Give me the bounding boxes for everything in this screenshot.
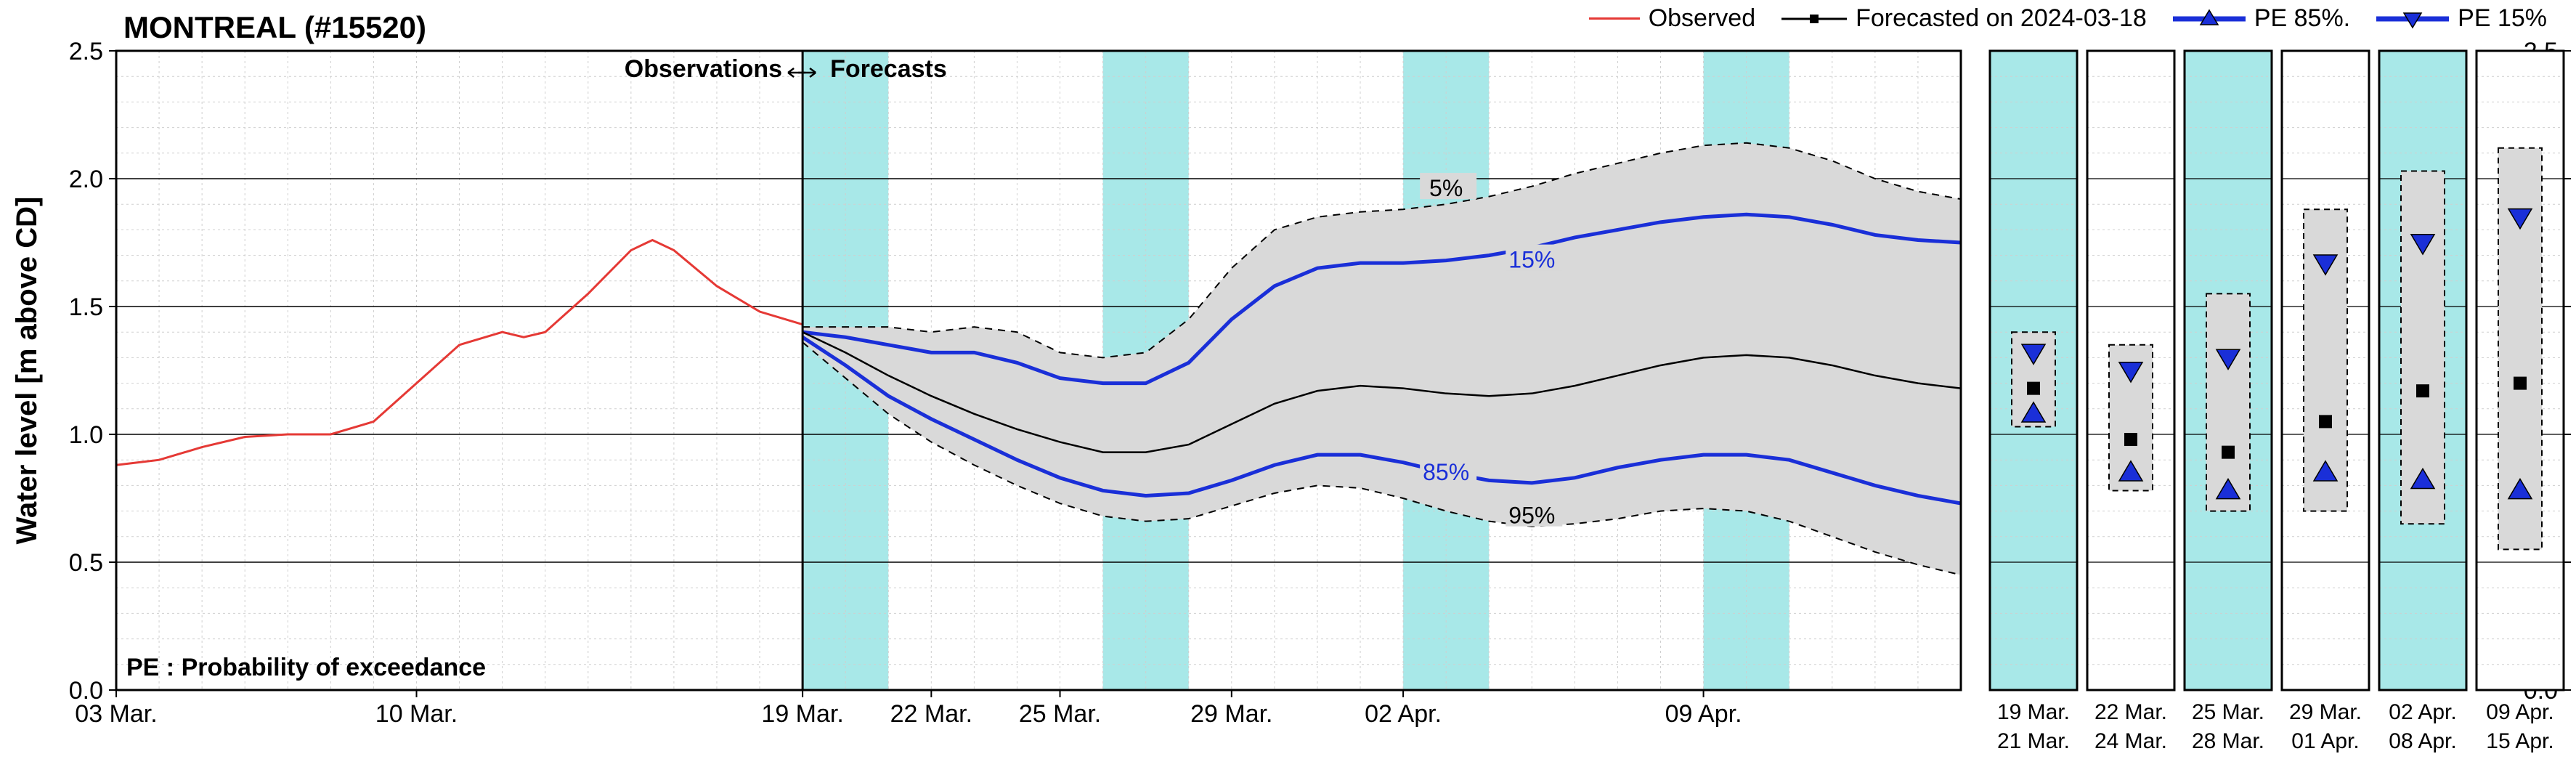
svg-text:29 Mar.: 29 Mar. [2289,700,2362,724]
svg-text:Forecasts: Forecasts [830,55,947,83]
svg-text:19 Mar.: 19 Mar. [1997,700,2070,724]
svg-text:09 Apr.: 09 Apr. [2486,700,2553,724]
svg-text:0.5: 0.5 [69,549,103,577]
svg-text:19 Mar.: 19 Mar. [761,700,843,728]
svg-text:2.5: 2.5 [69,38,103,65]
svg-text:Observations: Observations [625,55,782,83]
svg-text:2.0: 2.0 [69,166,103,193]
svg-text:25 Mar.: 25 Mar. [1019,700,1101,728]
svg-text:1.0: 1.0 [69,421,103,449]
svg-text:5%: 5% [1429,175,1463,201]
svg-text:03 Mar.: 03 Mar. [75,700,157,728]
svg-text:01 Apr.: 01 Apr. [2291,729,2359,753]
legend-forecasted: Forecasted on 2024-03-18 [1781,4,2147,33]
svg-text:25 Mar.: 25 Mar. [2192,700,2264,724]
svg-text:29 Mar.: 29 Mar. [1190,700,1272,728]
legend-pe15-label: PE 15% [2458,4,2547,33]
svg-text:MONTREAL (#15520): MONTREAL (#15520) [123,10,426,44]
legend-forecasted-label: Forecasted on 2024-03-18 [1856,4,2147,33]
legend-pe85: PE 85%. [2173,4,2350,33]
svg-text:15%: 15% [1508,247,1555,273]
svg-text:Water level [m above CD]: Water level [m above CD] [11,197,43,545]
svg-text:02 Apr.: 02 Apr. [2389,700,2456,724]
svg-text:22 Mar.: 22 Mar. [890,700,972,728]
svg-text:15 Apr.: 15 Apr. [2486,729,2553,753]
chart-svg: 5%15%85%95%0.00.51.01.52.02.50.00.51.01.… [0,0,2576,783]
svg-text:22 Mar.: 22 Mar. [2094,700,2167,724]
svg-text:21 Mar.: 21 Mar. [1997,729,2070,753]
svg-text:24 Mar.: 24 Mar. [2094,729,2167,753]
svg-text:1.5: 1.5 [69,293,103,321]
legend-observed-label: Observed [1649,4,1755,33]
svg-text:PE : Probability of exceedance: PE : Probability of exceedance [126,654,486,681]
svg-text:85%: 85% [1423,459,1469,485]
legend-observed: Observed [1589,4,1755,33]
svg-text:10 Mar.: 10 Mar. [375,700,458,728]
svg-text:95%: 95% [1508,503,1555,529]
legend-pe15: PE 15% [2376,4,2547,33]
legend-pe85-label: PE 85%. [2254,4,2350,33]
svg-text:08 Apr.: 08 Apr. [2389,729,2456,753]
legend: Observed Forecasted on 2024-03-18 PE 85%… [1589,4,2547,33]
svg-text:02 Apr.: 02 Apr. [1365,700,1442,728]
svg-text:09 Apr.: 09 Apr. [1665,700,1742,728]
svg-text:28 Mar.: 28 Mar. [2192,729,2264,753]
